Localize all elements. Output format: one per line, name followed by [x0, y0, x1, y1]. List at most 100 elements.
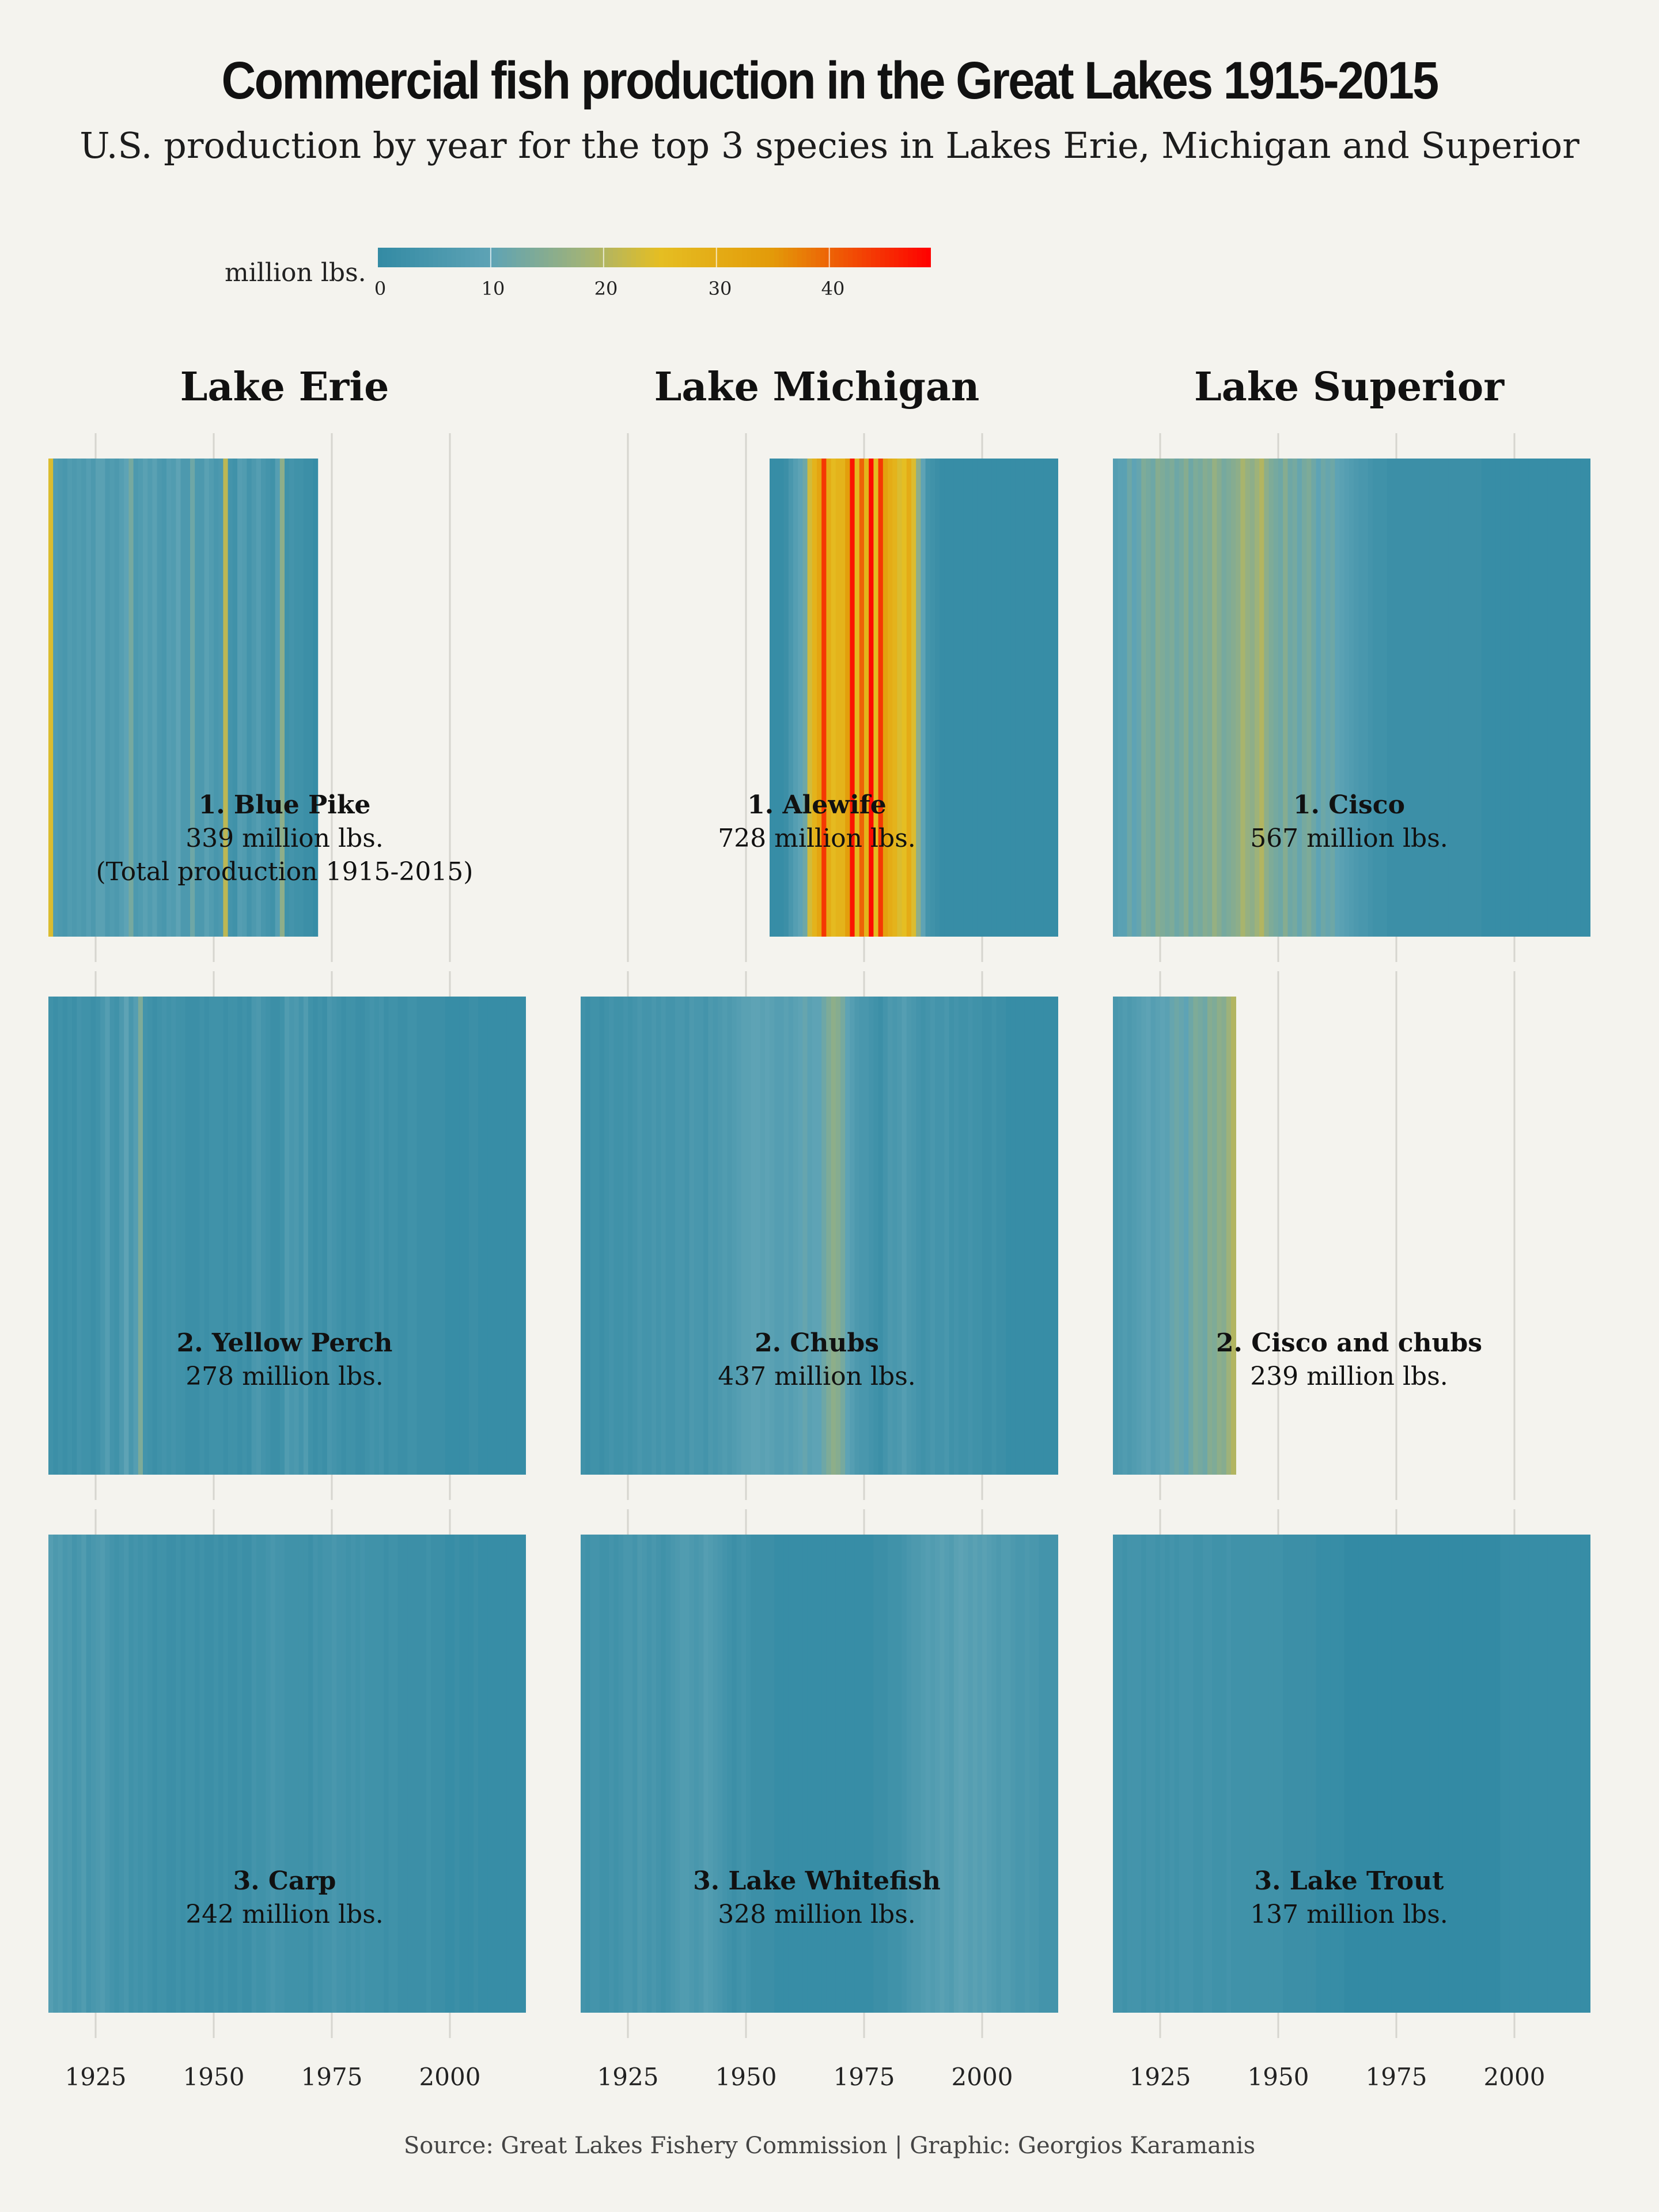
year-stripe	[996, 459, 1002, 937]
year-stripe	[407, 1535, 413, 2013]
year-stripe	[327, 997, 332, 1475]
year-stripe	[350, 997, 356, 1475]
year-stripe	[1335, 1535, 1340, 2013]
year-stripe	[332, 997, 337, 1475]
year-stripe	[590, 997, 596, 1475]
color-scale-bar	[378, 248, 931, 267]
year-stripe	[1217, 997, 1222, 1475]
year-stripe	[1141, 459, 1147, 937]
year-stripe	[1302, 459, 1307, 937]
year-stripe	[397, 1535, 403, 2013]
year-stripe	[1377, 459, 1383, 937]
year-stripe	[916, 997, 922, 1475]
year-stripe	[1150, 459, 1156, 937]
year-stripe	[1264, 459, 1270, 937]
year-stripe	[1174, 1535, 1180, 2013]
year-stripe	[1207, 997, 1213, 1475]
year-stripe	[1024, 1535, 1030, 2013]
legend-color-swatch	[765, 248, 770, 267]
year-stripe	[968, 459, 974, 937]
year-stripe	[1491, 1535, 1496, 2013]
year-stripe	[478, 1535, 484, 2013]
year-stripe	[157, 459, 162, 937]
legend-color-swatch	[705, 248, 710, 267]
year-stripe	[1184, 459, 1189, 937]
year-stripe	[1292, 1535, 1298, 2013]
year-stripe	[1368, 1535, 1373, 2013]
year-stripe	[1240, 459, 1246, 937]
year-stripe	[699, 997, 704, 1475]
year-stripe	[864, 459, 869, 937]
year-stripe	[604, 1535, 609, 2013]
year-stripe	[261, 1535, 266, 2013]
year-stripe	[322, 1535, 328, 2013]
year-stripe	[1462, 459, 1468, 937]
year-stripe	[1330, 1535, 1336, 2013]
year-stripe	[124, 459, 130, 937]
year-stripe	[90, 997, 96, 1475]
year-stripe	[157, 1535, 162, 2013]
year-stripe	[831, 459, 836, 937]
legend-color-swatch	[594, 248, 600, 267]
species-total: 328 million lbs.	[718, 1900, 916, 1929]
year-stripe	[322, 997, 328, 1475]
year-stripe	[445, 1535, 450, 2013]
year-stripe	[694, 997, 699, 1475]
legend-color-swatch	[424, 248, 429, 267]
year-stripe	[497, 997, 502, 1475]
year-stripe	[680, 1535, 685, 2013]
year-stripe	[303, 1535, 309, 2013]
year-stripe	[454, 1535, 460, 2013]
legend-color-swatch	[470, 248, 475, 267]
year-stripe	[859, 997, 865, 1475]
year-stripe	[1457, 459, 1463, 937]
year-stripe	[991, 997, 997, 1475]
legend-color-swatch	[733, 248, 738, 267]
year-stripe	[1472, 459, 1478, 937]
legend-color-swatch	[802, 248, 807, 267]
year-stripe	[440, 1535, 446, 2013]
year-stripe	[878, 1535, 884, 2013]
legend-color-swatch	[419, 248, 425, 267]
year-stripe	[694, 1535, 699, 2013]
legend-color-swatch	[806, 248, 812, 267]
year-stripe	[1420, 459, 1425, 937]
year-stripe	[925, 1535, 931, 2013]
year-stripe	[161, 459, 167, 937]
year-stripe	[783, 1535, 789, 2013]
chart-title: Commercial fish production in the Great …	[221, 51, 1440, 110]
year-stripe	[105, 1535, 111, 2013]
year-stripe	[1415, 1535, 1421, 2013]
year-stripe	[755, 997, 761, 1475]
x-tick-label: 1975	[301, 2063, 363, 2091]
legend-color-swatch	[816, 248, 821, 267]
year-stripe	[1268, 1535, 1274, 2013]
year-stripe	[831, 1535, 836, 2013]
year-stripe	[1448, 459, 1454, 937]
year-stripe	[802, 997, 808, 1475]
year-stripe	[1519, 459, 1525, 937]
year-stripe	[1339, 1535, 1345, 2013]
year-stripe	[963, 1535, 969, 2013]
year-stripe	[1330, 459, 1336, 937]
year-stripe	[859, 1535, 865, 2013]
legend-color-swatch	[608, 248, 613, 267]
year-stripe	[336, 997, 342, 1475]
year-stripe	[585, 997, 591, 1475]
year-stripe	[464, 1535, 469, 2013]
year-stripe	[1519, 1535, 1525, 2013]
year-stripe	[798, 1535, 804, 2013]
year-stripe	[128, 1535, 134, 2013]
legend-color-swatch	[862, 248, 867, 267]
year-stripe	[949, 997, 955, 1475]
legend-color-swatch	[415, 248, 420, 267]
year-stripe	[1514, 1535, 1520, 2013]
legend-color-swatch	[866, 248, 872, 267]
source-caption: Source: Great Lakes Fishery Commission |…	[403, 2133, 1256, 2159]
year-stripe	[802, 1535, 808, 2013]
lake-title-erie: Lake Erie	[180, 364, 389, 410]
species-label: 3. Lake Trout	[1255, 1866, 1445, 1896]
species-label: 1. Blue Pike	[199, 790, 371, 820]
year-stripe	[996, 997, 1002, 1475]
legend-color-swatch	[479, 248, 484, 267]
